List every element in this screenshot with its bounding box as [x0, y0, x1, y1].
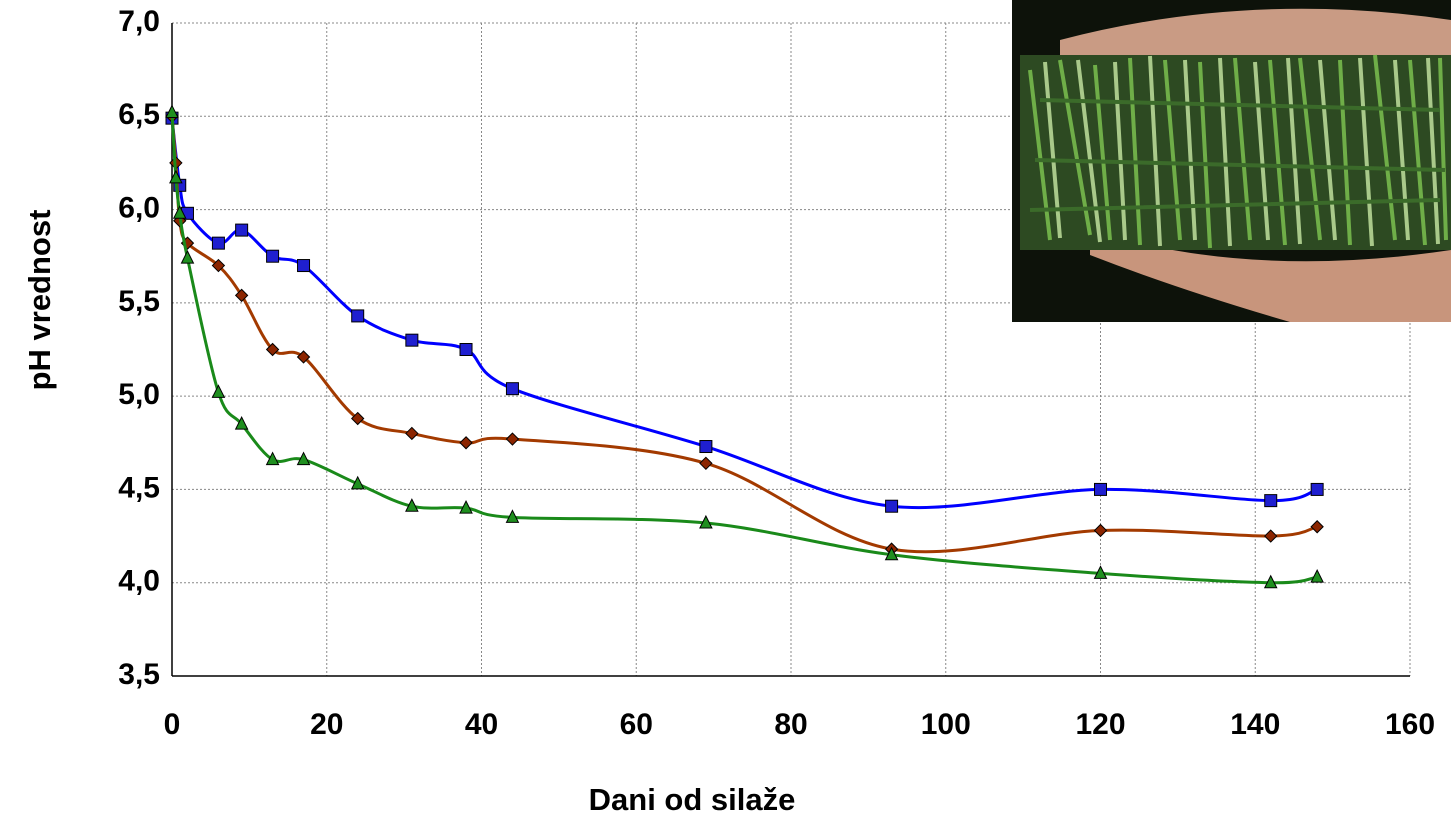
data-point: [1094, 482, 1107, 496]
data-point: [172, 205, 187, 219]
data-point: [265, 342, 280, 357]
data-point: [459, 436, 473, 450]
y-tick-label: 3,5: [118, 658, 160, 691]
data-point: [405, 498, 419, 512]
y-tick-label: 7,0: [118, 5, 160, 38]
data-point: [505, 382, 519, 396]
data-point: [266, 249, 280, 263]
data-point: [165, 104, 179, 119]
data-point: [211, 258, 226, 273]
data-point: [234, 288, 249, 303]
data-point: [1263, 574, 1278, 589]
x-tick-label: 120: [1075, 708, 1125, 741]
y-axis-title: pH vrednost: [22, 210, 57, 391]
data-point: [350, 411, 365, 426]
data-point: [1310, 568, 1324, 583]
data-point: [1264, 494, 1278, 508]
data-point: [351, 309, 365, 323]
data-point: [235, 223, 249, 237]
data-point: [1093, 523, 1108, 538]
data-point: [296, 451, 311, 466]
y-tick-label: 5,5: [118, 285, 160, 318]
y-tick-label: 5,0: [118, 378, 160, 411]
x-tick-label: 20: [310, 708, 343, 741]
silage-photo: [1012, 0, 1451, 322]
data-point: [699, 514, 713, 529]
data-point: [1310, 482, 1324, 496]
x-tick-label: 80: [774, 708, 807, 741]
data-point: [505, 509, 520, 523]
x-tick-label: 100: [921, 708, 971, 741]
x-tick-label: 140: [1230, 708, 1280, 741]
data-point: [1093, 565, 1108, 579]
data-point: [405, 426, 419, 441]
data-point: [459, 343, 473, 356]
data-point: [297, 259, 311, 273]
data-point: [234, 416, 249, 430]
data-point: [505, 432, 520, 446]
data-point: [699, 440, 713, 454]
data-point: [211, 384, 226, 398]
data-point: [211, 236, 225, 250]
data-point: [265, 451, 280, 466]
x-tick-label: 40: [465, 708, 498, 741]
y-tick-label: 6,0: [118, 191, 160, 224]
data-point: [699, 456, 713, 471]
x-tick-label: 0: [164, 708, 181, 741]
y-tick-label: 4,5: [118, 471, 160, 504]
data-point: [885, 499, 899, 513]
data-point: [405, 333, 419, 347]
data-point: [459, 499, 473, 514]
x-axis-title: Dani od silaže: [589, 782, 796, 817]
data-point: [884, 546, 899, 561]
data-point: [180, 249, 195, 264]
y-tick-label: 6,5: [118, 98, 160, 131]
data-point: [1310, 520, 1324, 534]
data-point: [169, 169, 183, 184]
x-tick-label: 160: [1385, 708, 1435, 741]
data-point: [296, 350, 311, 364]
data-point: [350, 475, 365, 490]
y-tick-label: 4,0: [118, 565, 160, 598]
data-point: [1264, 529, 1278, 543]
x-tick-label: 60: [620, 708, 653, 741]
